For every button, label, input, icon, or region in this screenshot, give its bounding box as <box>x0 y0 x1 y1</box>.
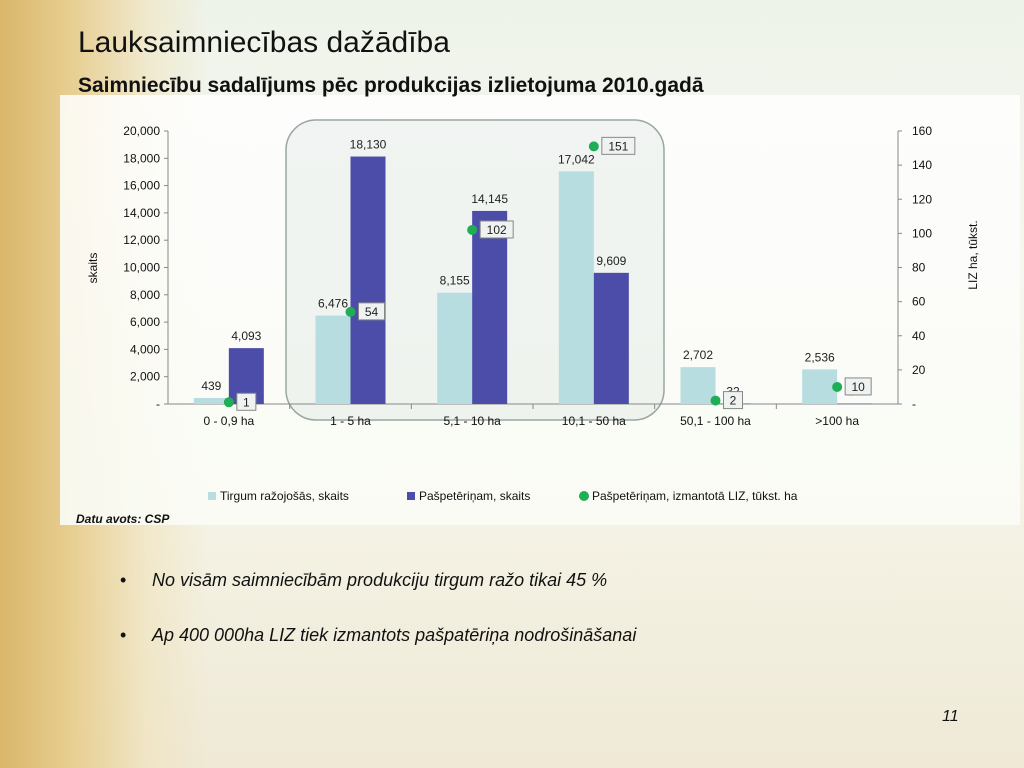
x-tick-label: 5,1 - 10 ha <box>443 414 501 428</box>
y2-tick-label: 20 <box>912 363 926 377</box>
legend-marker <box>407 492 415 500</box>
y-tick-label: - <box>156 397 160 411</box>
slide-title: Lauksaimniecības dažādība <box>78 26 450 59</box>
y-tick-label: 14,000 <box>123 206 160 220</box>
point-label-box <box>236 392 257 411</box>
y2-tick-label: - <box>912 397 916 411</box>
data-label-tirgum: 6,476 <box>318 297 348 311</box>
data-label-liz: 2 <box>730 394 737 408</box>
page-number: 11 <box>942 708 959 725</box>
y-tick-label: 18,000 <box>123 151 160 165</box>
bullet-dot-icon: • <box>120 625 127 645</box>
data-source-note: Datu avots: CSP <box>76 512 170 526</box>
bullet-item: • Ap 400 000ha LIZ tiek izmantots pašpatē… <box>110 625 636 646</box>
y-axis-title: skaits <box>86 253 100 284</box>
y-tick-label: 16,000 <box>123 179 160 193</box>
y-tick-label: 2,000 <box>130 370 160 384</box>
data-label-paspateriņam: 4,093 <box>231 329 261 343</box>
legend-label: Pašpetēriņam, izmantotā LIZ, tūkst. ha <box>592 489 798 503</box>
y2-tick-label: 120 <box>912 192 932 206</box>
data-label-tirgum: 8,155 <box>440 274 470 288</box>
point-label-box <box>844 377 872 396</box>
bullet-text: Ap 400 000ha LIZ tiek izmantots pašpatēr… <box>152 625 637 645</box>
bar-paspateriņam <box>837 403 873 405</box>
y2-axis-title: LIZ ha, tūkst. <box>966 220 980 289</box>
y-tick-label: 6,000 <box>130 315 160 329</box>
data-label-tirgum: 2,702 <box>683 348 713 362</box>
point-label-box <box>479 220 514 239</box>
y-tick-label: 20,000 <box>123 124 160 138</box>
y2-tick-label: 60 <box>912 295 926 309</box>
legend-marker <box>208 492 216 500</box>
y2-tick-label: 160 <box>912 124 932 138</box>
x-tick-label: >100 ha <box>815 414 859 428</box>
y2-tick-label: 40 <box>912 329 926 343</box>
point-liz <box>223 397 234 408</box>
bar-tirgum <box>558 171 594 404</box>
farm-distribution-chart: - 2,000 4,000 6,000 8,000 10,000 12,000 14,000 1… <box>86 119 980 503</box>
point-label-box <box>601 136 636 155</box>
data-label-liz: 10 <box>851 380 865 394</box>
y-tick-label: 10,000 <box>123 261 160 275</box>
data-label-tirgum: 439 <box>201 379 221 393</box>
slide-subtitle: Saimniecību sadalījums pēc produkcijas i… <box>78 74 704 97</box>
y-tick-label: 8,000 <box>130 288 160 302</box>
bar-tirgum <box>802 369 838 404</box>
bar-paspateriņam <box>593 272 629 404</box>
y-tick-label: 12,000 <box>123 233 160 247</box>
y2-tick-label: 100 <box>912 226 932 240</box>
legend-label: Pašpetēriņam, skaits <box>419 489 530 503</box>
bar-tirgum <box>193 398 229 404</box>
bullet-text: No visām saimniecībām produkciju tirgum … <box>152 570 608 590</box>
data-label-liz: 151 <box>608 139 628 153</box>
data-label-paspateriņam: 14,145 <box>471 192 508 206</box>
bullet-list: • No visām saimniecībām produkciju tirgum… <box>110 570 636 680</box>
bar-paspateriņam <box>472 210 508 404</box>
data-label-tirgum: 2,536 <box>805 350 835 364</box>
point-label-box <box>358 302 385 321</box>
data-label-tirgum: 17,042 <box>558 152 595 166</box>
x-tick-label: 10,1 - 50 ha <box>562 414 626 428</box>
x-tick-label: 0 - 0,9 ha <box>203 414 254 428</box>
point-liz <box>467 224 478 235</box>
y-tick-label: 4,000 <box>130 342 160 356</box>
bar-tirgum <box>437 292 473 404</box>
data-label-paspateriņam: 9,609 <box>596 254 626 268</box>
chart-background-panel <box>60 95 1020 525</box>
data-label-liz: 1 <box>243 395 250 409</box>
bullet-item: • No visām saimniecībām produkciju tirgum… <box>110 570 636 591</box>
data-label-liz: 102 <box>487 223 507 237</box>
bar-paspateriņam <box>350 156 386 404</box>
x-tick-label: 50,1 - 100 ha <box>680 414 751 428</box>
y2-tick-label: 80 <box>912 261 926 275</box>
legend-marker <box>579 491 589 501</box>
bullet-dot-icon: • <box>120 570 127 590</box>
point-label-box <box>723 391 743 410</box>
point-liz <box>588 141 599 152</box>
bar-tirgum <box>315 315 351 404</box>
legend-label: Tirgum ražojošās, skaits <box>220 489 349 503</box>
point-liz <box>710 395 721 406</box>
point-liz <box>832 381 843 392</box>
point-liz <box>345 306 356 317</box>
y2-tick-label: 140 <box>912 158 932 172</box>
x-tick-label: 1 - 5 ha <box>330 414 371 428</box>
data-label-paspateriņam: 18,130 <box>350 138 387 152</box>
data-label-liz: 54 <box>365 305 379 319</box>
bar-tirgum <box>680 367 716 404</box>
